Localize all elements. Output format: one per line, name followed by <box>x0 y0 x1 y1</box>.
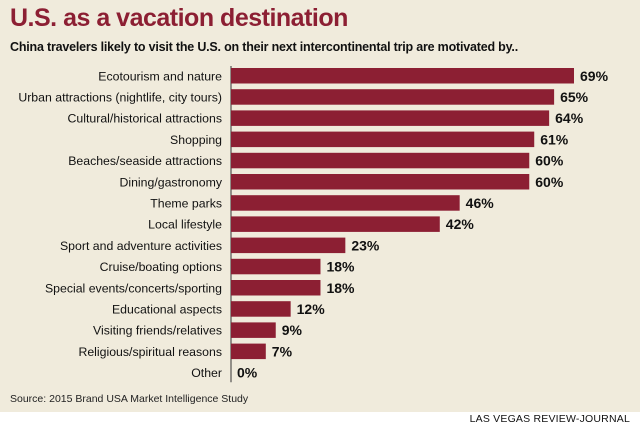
value-label: 65% <box>560 89 589 105</box>
value-label: 0% <box>237 365 258 381</box>
chart-subtitle: China travelers likely to visit the U.S.… <box>10 40 518 54</box>
source-note: Source: 2015 Brand USA Market Intelligen… <box>10 393 249 405</box>
bar <box>231 216 440 232</box>
category-label: Shopping <box>170 133 222 147</box>
category-label: Religious/spiritual reasons <box>78 345 222 359</box>
category-label: Cruise/boating options <box>100 260 222 274</box>
bar <box>231 301 291 317</box>
category-label: Special events/concerts/sporting <box>45 281 222 295</box>
category-label: Local lifestyle <box>148 218 222 232</box>
category-label: Visiting friends/relatives <box>93 324 222 338</box>
value-label: 69% <box>580 68 609 84</box>
bar <box>231 68 574 84</box>
value-label: 42% <box>446 216 475 232</box>
value-label: 7% <box>272 343 293 359</box>
bar <box>231 258 321 275</box>
bar-chart: Ecotourism and nature 69% Urban attraction… <box>18 66 609 383</box>
category-label: Beaches/seaside attractions <box>68 154 222 168</box>
chart-card: U.S. as a vacation destination China tra… <box>0 0 640 412</box>
category-label: Cultural/historical attractions <box>68 112 222 126</box>
bar <box>231 152 530 169</box>
chart-title: U.S. as a vacation destination <box>10 4 348 32</box>
bar <box>231 195 460 211</box>
bar <box>231 174 530 190</box>
value-label: 46% <box>466 195 495 211</box>
value-label: 64% <box>555 110 584 126</box>
category-label: Other <box>191 366 222 380</box>
bar <box>231 110 550 126</box>
publisher-credit: LAS VEGAS REVIEW-JOURNAL <box>469 413 630 425</box>
value-label: 18% <box>326 259 355 275</box>
category-label: Sport and adventure activities <box>60 239 222 253</box>
bar <box>231 343 266 360</box>
value-label: 60% <box>535 174 564 190</box>
value-label: 60% <box>535 153 564 169</box>
category-label: Theme parks <box>150 196 222 210</box>
category-label: Dining/gastronomy <box>119 175 222 189</box>
bar <box>231 322 276 338</box>
category-label: Urban attractions (nightlife, city tours… <box>18 90 222 104</box>
value-label: 12% <box>297 301 326 317</box>
value-label: 23% <box>351 237 380 253</box>
bar <box>231 280 321 296</box>
bar <box>231 89 555 105</box>
value-label: 18% <box>326 280 355 296</box>
bar <box>231 131 535 148</box>
category-label: Educational aspects <box>112 302 222 316</box>
value-label: 9% <box>282 322 303 338</box>
bar <box>231 237 346 254</box>
value-label: 61% <box>540 131 569 147</box>
category-label: Ecotourism and nature <box>98 69 222 83</box>
